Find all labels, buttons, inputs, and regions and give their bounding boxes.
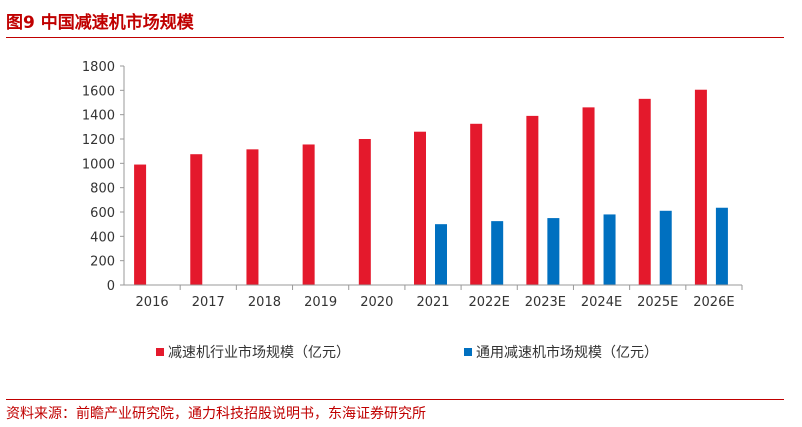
bar-industry-2017 [190,154,203,285]
legend-swatch [464,348,472,356]
x-tick-label: 2025E [637,295,678,310]
y-tick-label: 800 [90,182,115,197]
bar-industry-2016 [134,164,147,285]
x-tick-label: 2023E [525,295,566,310]
x-tick-label: 2016 [136,295,169,310]
bar-general-2023E [547,218,560,285]
bar-general-2021 [435,224,447,285]
x-axis: 2016 2017 2018 2019 2020 2021 2022E 2023E 2024E 2… [124,284,743,310]
y-axis: 0 200 400 600 800 1000 1200 1400 1600 1800 [82,60,125,294]
y-tick-label: 200 [90,255,115,270]
y-tick-label: 1000 [82,157,115,172]
y-tick-label: 1800 [82,60,115,75]
x-tick-label: 2019 [304,295,337,310]
title-divider [6,37,784,38]
bar-industry-2019 [302,144,315,285]
x-tick-label: 2020 [360,295,393,310]
x-tick-label: 2022E [469,295,510,310]
bar-industry-2026E [694,89,707,285]
legend-swatch [156,348,164,356]
y-tick-label: 600 [90,206,115,221]
bar-general-2022E [491,221,504,285]
bar-general-2026E [715,207,728,285]
bar-industry-2018 [246,149,259,285]
x-tick-label: 2024E [581,295,622,310]
bar-general-2024E [603,214,616,285]
legend-label: 通用减速机市场规模（亿元） [476,344,658,361]
bar-industry-2024E [582,107,595,285]
bar-industry-2025E [638,98,651,285]
y-tick-label: 1400 [82,109,115,124]
bar-general-2025E [659,210,672,285]
source-divider [6,399,784,400]
source-note: 资料来源：前瞻产业研究院，通力科技招股说明书，东海证券研究所 [6,406,426,422]
legend: 减速机行业市场规模（亿元） 通用减速机市场规模（亿元） [156,344,658,361]
bar-industry-2022E [470,123,483,286]
bars [134,89,728,286]
x-tick-label: 2018 [248,295,281,310]
chart-title: 图9 中国减速机市场规模 [6,13,194,33]
bar-industry-2020 [358,139,371,285]
y-tick-label: 0 [107,279,115,294]
legend-label: 减速机行业市场规模（亿元） [168,344,350,361]
bar-industry-2021 [414,131,426,285]
y-tick-label: 1600 [82,84,115,99]
bar-industry-2023E [526,115,539,285]
x-tick-label: 2017 [192,295,225,310]
x-tick-label: 2021 [416,295,449,310]
x-tick-label: 2026E [693,295,734,310]
y-tick-label: 1200 [82,133,115,148]
y-tick-label: 400 [90,230,115,245]
